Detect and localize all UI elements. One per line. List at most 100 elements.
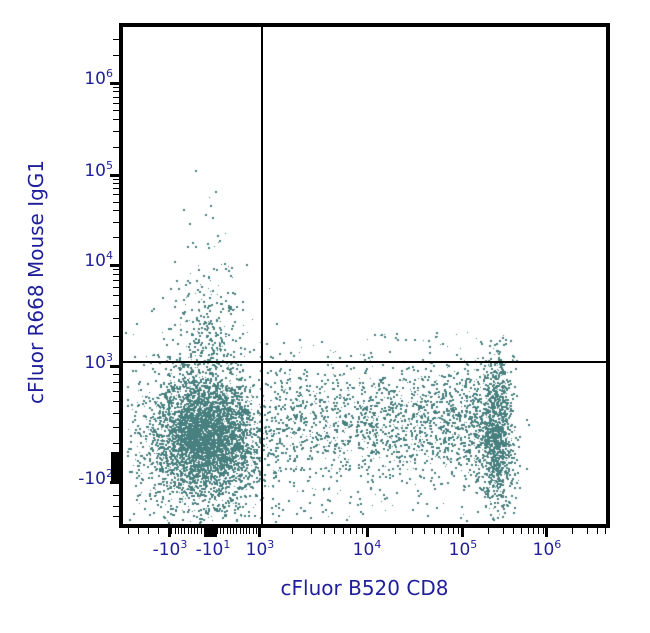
tick-label-exponent: 3: [180, 538, 188, 551]
x-axis-minor-tick: [356, 528, 358, 534]
x-axis-minor-tick: [542, 528, 544, 534]
y-axis-minor-tick: [113, 102, 119, 104]
y-tick-label: -102: [49, 467, 113, 491]
x-axis-zero-tick-cluster: [204, 528, 217, 537]
x-tick-label: 104: [353, 538, 382, 562]
x-axis-minor-tick: [513, 528, 515, 534]
x-axis-minor-tick: [349, 528, 351, 534]
x-axis-minor-tick: [200, 528, 202, 534]
x-axis-minor-tick: [220, 528, 221, 534]
tick-label-base: 10: [84, 352, 106, 373]
y-axis-minor-tick: [113, 280, 119, 282]
y-tick-label: 104: [49, 249, 113, 273]
tick-label-exponent: 4: [374, 538, 382, 551]
y-axis-minor-tick: [113, 86, 119, 88]
tick-label-exponent: 6: [106, 67, 113, 80]
x-tick-label: 105: [448, 538, 478, 562]
y-axis-minor-tick: [113, 221, 119, 223]
x-axis-minor-tick: [148, 528, 149, 534]
y-axis-minor-tick: [113, 269, 119, 271]
x-tick-label: 103: [245, 538, 275, 562]
y-axis-minor-tick: [113, 54, 119, 56]
x-axis-title: cFluor B520 CD8: [280, 576, 449, 600]
x-tick-label: -101: [195, 538, 231, 562]
tick-label-base: -10: [78, 468, 106, 489]
y-axis-minor-tick: [113, 426, 119, 428]
tick-label-base: 10: [84, 161, 106, 181]
y-axis-zero-tick-cluster: [111, 452, 119, 481]
x-axis-minor-tick: [236, 528, 238, 534]
tick-label-base: 10: [84, 69, 106, 89]
y-axis-minor-tick: [113, 494, 119, 496]
tick-label-base: 10: [84, 251, 106, 271]
x-axis-minor-tick: [187, 528, 189, 534]
y-axis-minor-tick: [113, 287, 119, 289]
x-axis-minor-tick: [458, 528, 460, 534]
x-axis-major-tick: [258, 528, 262, 537]
x-axis-minor-tick: [361, 528, 363, 534]
x-axis-minor-tick: [252, 528, 254, 534]
x-axis-minor-tick: [158, 528, 159, 534]
y-axis-major-tick: [110, 365, 119, 369]
x-axis-minor-tick: [233, 528, 234, 534]
y-tick-label: 105: [49, 159, 113, 183]
tick-label-base: -10: [152, 540, 181, 560]
y-axis-minor-tick: [113, 400, 119, 402]
x-axis-minor-tick: [334, 528, 336, 534]
y-axis-major-tick: [110, 263, 119, 267]
x-axis-minor-tick: [246, 528, 247, 534]
tick-label-exponent: 5: [470, 538, 478, 551]
y-axis-minor-tick: [113, 373, 119, 375]
y-axis-major-tick: [110, 481, 119, 485]
x-axis-minor-tick: [177, 528, 179, 534]
y-tick-label: 106: [49, 67, 113, 91]
y-axis-title: cFluor R668 Mouse IgG1: [24, 159, 48, 405]
tick-label-base: 10: [532, 540, 555, 560]
x-axis-minor-tick: [239, 528, 241, 534]
x-axis-minor-tick: [527, 528, 529, 534]
y-axis-minor-tick: [113, 381, 119, 383]
tick-label-base: -10: [195, 540, 224, 560]
plot-area: [119, 23, 610, 528]
y-axis-minor-tick: [113, 194, 119, 196]
x-axis-major-tick: [461, 528, 465, 537]
tick-label-base: 10: [448, 540, 471, 560]
y-axis-minor-tick: [113, 38, 119, 40]
quadrant-gate-horizontal-line: [123, 360, 606, 363]
x-axis-minor-tick: [168, 528, 169, 534]
x-axis-minor-tick: [194, 528, 195, 534]
x-tick-label: -103: [152, 538, 188, 562]
x-axis-minor-tick: [323, 528, 325, 534]
y-axis-minor-tick: [113, 91, 119, 93]
y-axis-minor-tick: [113, 335, 119, 337]
y-axis-minor-tick: [113, 110, 119, 112]
x-axis-minor-tick: [190, 528, 192, 534]
y-axis-minor-tick: [113, 390, 119, 392]
y-axis-major-tick: [110, 81, 119, 85]
x-axis-major-tick: [168, 528, 172, 537]
y-axis-minor-tick: [113, 442, 119, 444]
y-axis-minor-tick: [113, 237, 119, 239]
y-axis-minor-tick: [113, 146, 119, 148]
x-axis-minor-tick: [128, 528, 129, 534]
x-axis-minor-tick: [487, 528, 489, 534]
x-axis-minor-tick: [342, 528, 344, 534]
x-axis-minor-tick: [605, 528, 607, 534]
y-axis-minor-tick: [113, 317, 119, 319]
y-axis-minor-tick: [113, 515, 119, 517]
y-axis-minor-tick: [113, 412, 119, 414]
tick-label-exponent: 3: [106, 350, 113, 364]
tick-label-base: 10: [245, 540, 268, 560]
x-axis-minor-tick: [242, 528, 244, 534]
x-axis-minor-tick: [533, 528, 535, 534]
x-axis-minor-tick: [216, 528, 218, 534]
x-axis-minor-tick: [395, 528, 397, 534]
y-axis-minor-tick: [113, 305, 119, 307]
x-axis-minor-tick: [412, 528, 414, 534]
x-axis-minor-tick: [184, 528, 186, 534]
x-axis-minor-tick: [223, 528, 225, 534]
x-axis-minor-tick: [249, 528, 251, 534]
x-axis-minor-tick: [255, 528, 257, 534]
y-axis-minor-tick: [113, 183, 119, 185]
